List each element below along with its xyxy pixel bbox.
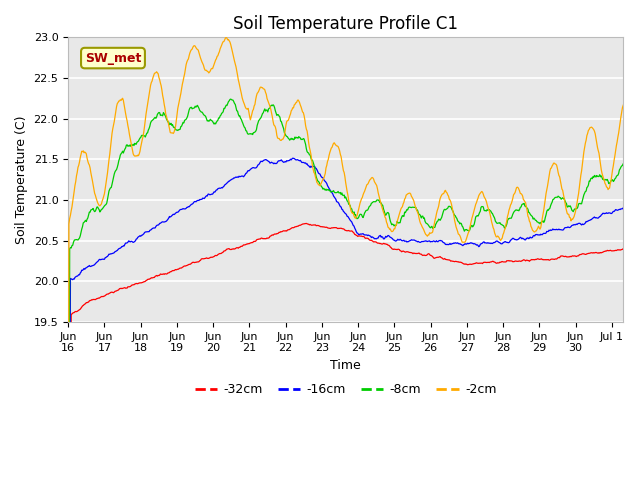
Title: Soil Temperature Profile C1: Soil Temperature Profile C1 — [233, 15, 458, 33]
Y-axis label: Soil Temperature (C): Soil Temperature (C) — [15, 115, 28, 244]
Legend: -32cm, -16cm, -8cm, -2cm: -32cm, -16cm, -8cm, -2cm — [189, 378, 501, 401]
Text: SW_met: SW_met — [84, 51, 141, 65]
X-axis label: Time: Time — [330, 359, 361, 372]
